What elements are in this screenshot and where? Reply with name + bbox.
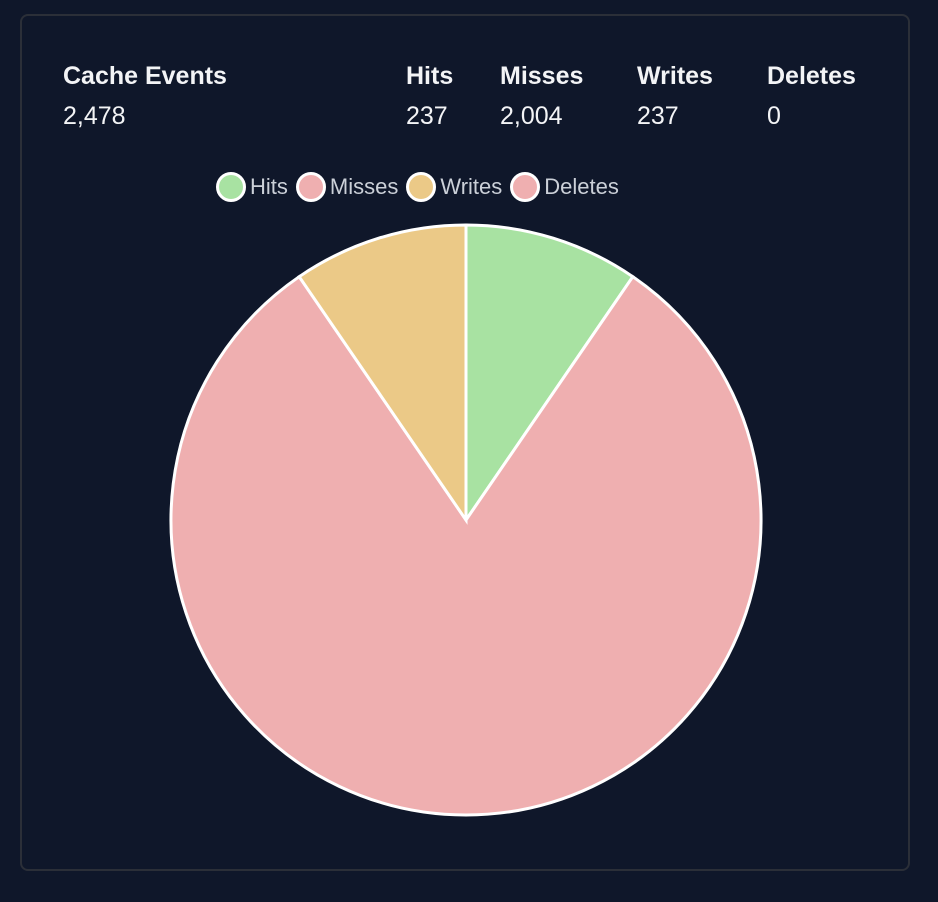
stat-deletes-label: Deletes [767,62,856,90]
stat-writes: Writes 237 [637,60,713,132]
legend-dot-icon [216,172,246,202]
stat-total-value: 2,478 [63,102,126,130]
legend-label: Misses [329,174,399,199]
pie-slice-misses[interactable] [169,274,763,817]
stat-total: Cache Events 2,478 [63,60,227,132]
legend-item-hits[interactable]: Hits [216,172,288,202]
stat-hits: Hits 237 [406,60,453,132]
legend-dot-icon [406,172,437,202]
pie-slice-hits[interactable] [464,223,635,525]
legend-dot-icon [295,172,326,202]
legend-item-misses[interactable]: Misses [295,172,399,202]
legend-item-deletes[interactable]: Deletes [510,172,619,202]
stat-misses-label: Misses [500,62,584,90]
stat-misses: Misses 2,004 [500,60,583,132]
legend-dot-icon [510,172,541,202]
stat-writes-label: Writes [637,62,713,90]
stat-deletes: Deletes 0 [767,60,856,132]
stat-total-label: Cache Events [63,62,227,90]
legend-item-writes[interactable]: Writes [406,172,502,202]
legend-label: Writes [440,174,503,199]
legend-label: Deletes [544,174,619,199]
stat-misses-value: 2,004 [500,102,563,130]
legend-label: Hits [250,174,288,199]
pie-slice-writes[interactable] [297,223,468,525]
stat-hits-value: 237 [406,102,448,130]
stat-deletes-value: 0 [767,102,781,130]
stat-writes-value: 237 [637,102,679,130]
stat-hits-label: Hits [406,62,454,90]
chart-legend: Hits Misses Writes Deletes [216,172,627,202]
